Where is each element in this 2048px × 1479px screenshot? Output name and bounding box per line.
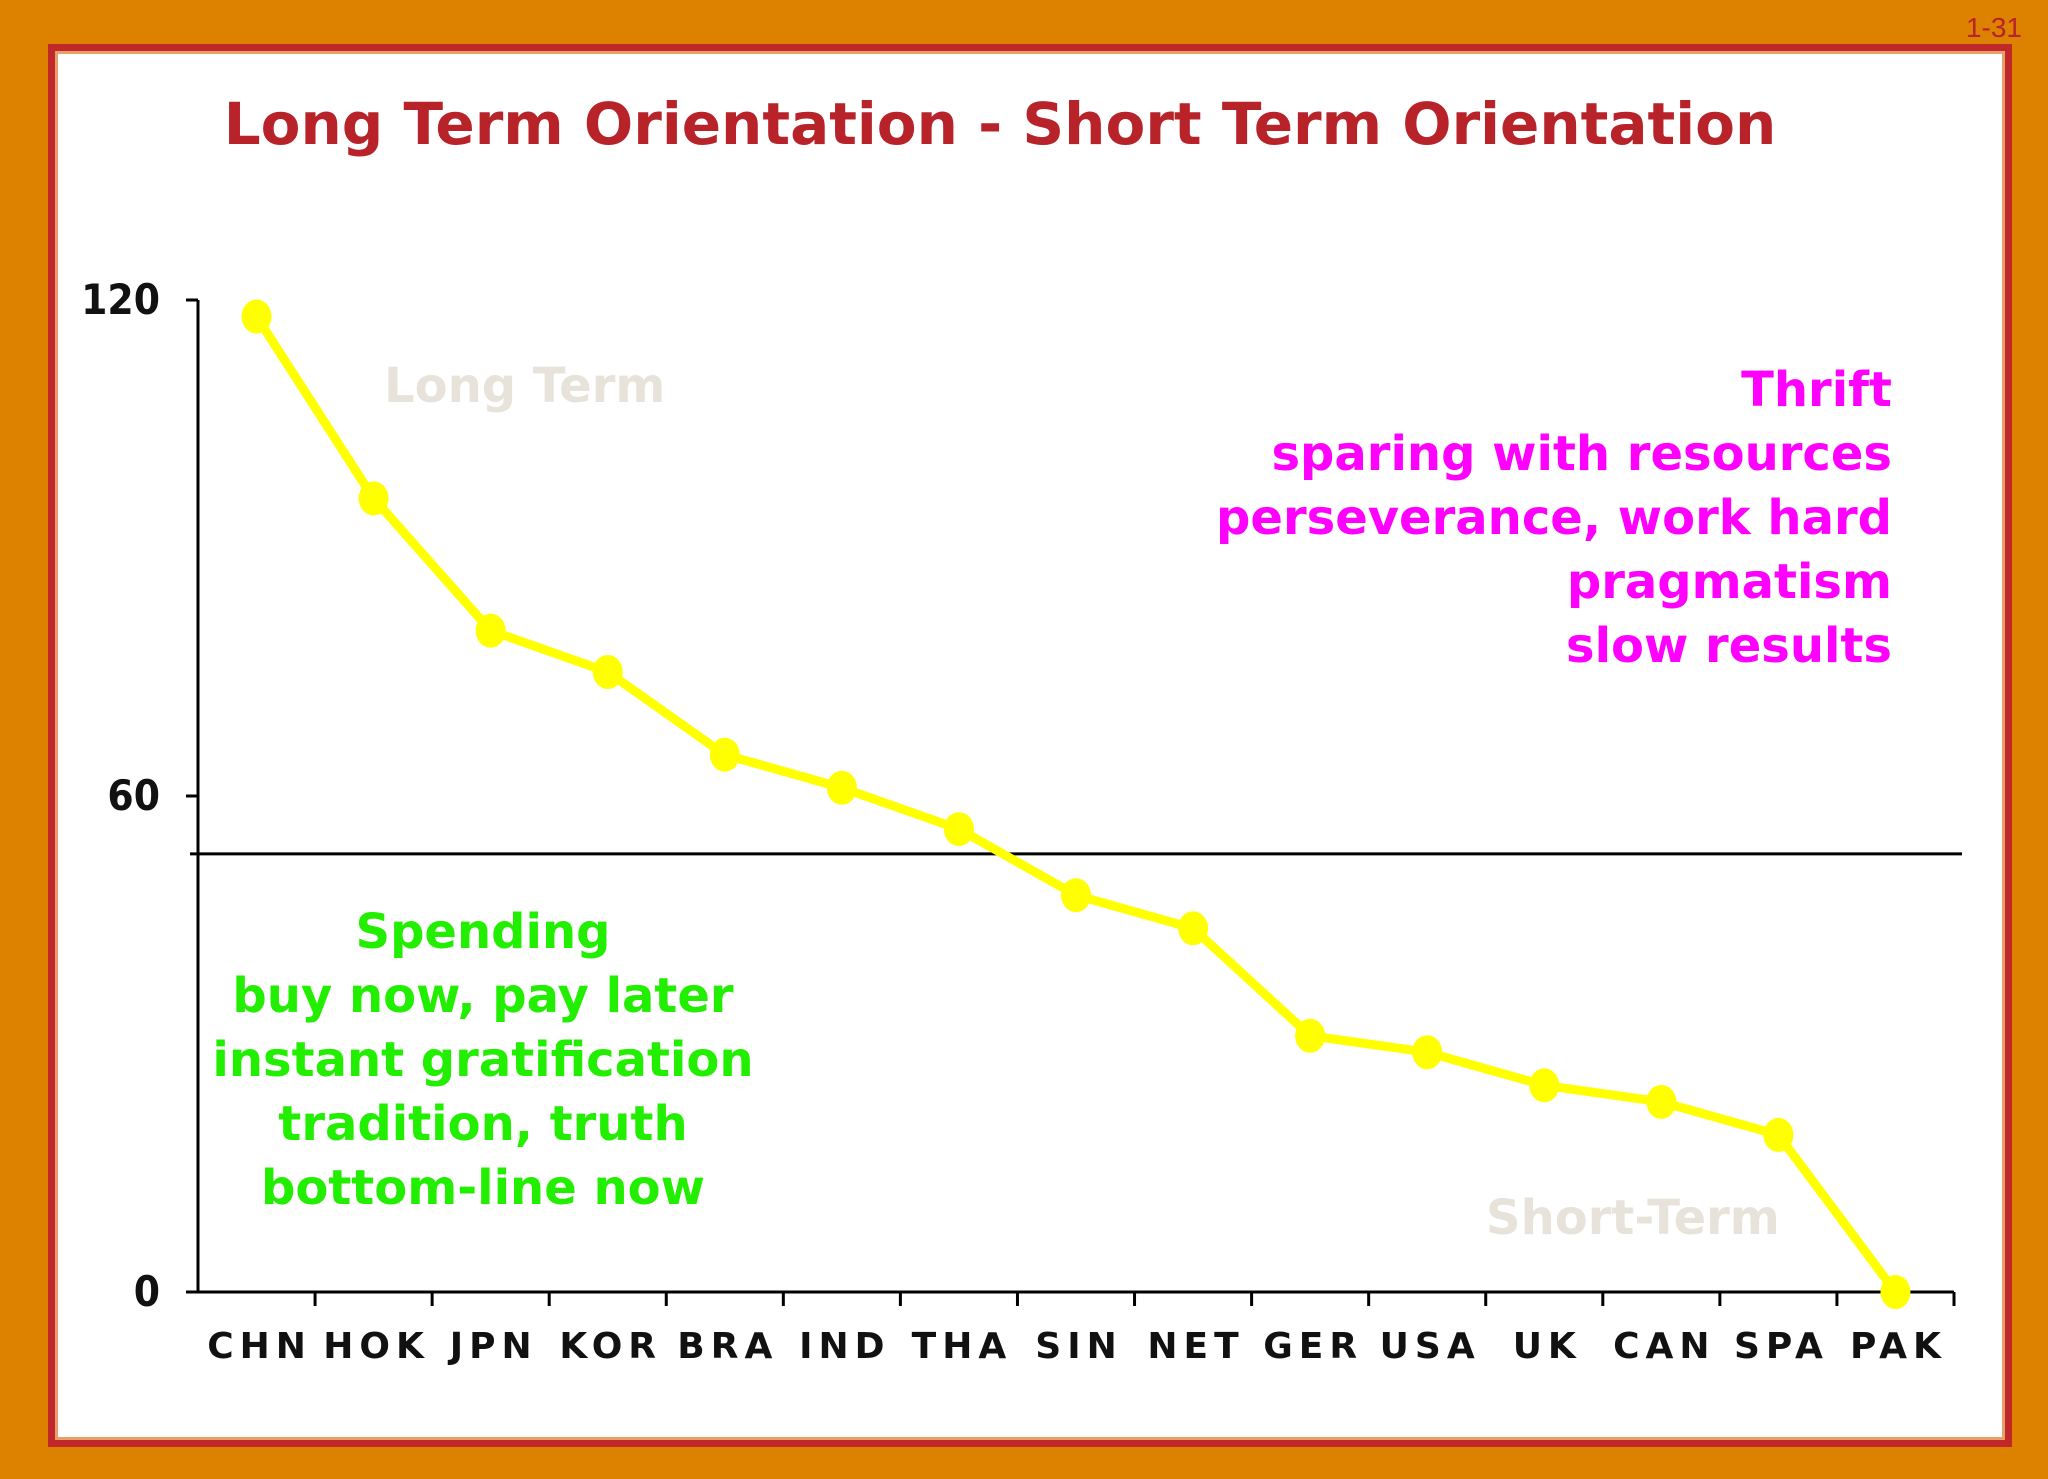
long-term-label: Long Term: [384, 358, 666, 414]
data-point: [1646, 1084, 1677, 1119]
x-tick-label: PAK: [1850, 1326, 1947, 1367]
data-point: [826, 770, 857, 805]
spending-line: buy now, pay later: [232, 968, 734, 1024]
data-point: [241, 299, 272, 334]
data-point: [709, 737, 740, 772]
chart-title: Long Term Orientation - Short Term Orien…: [223, 90, 1777, 158]
short-term-label: Short-Term: [1486, 1190, 1780, 1246]
thrift-line: Thrift: [1741, 362, 1892, 418]
data-point: [943, 812, 974, 847]
slide-number: 1-31: [1965, 12, 2022, 43]
spending-annotation: Spending buy now, pay later instant grat…: [148, 900, 818, 1220]
x-tick-label: GER: [1263, 1326, 1363, 1367]
spending-line: instant gratification: [212, 1032, 754, 1088]
x-tick-label: JPN: [447, 1326, 538, 1367]
x-tick-label: CAN: [1613, 1326, 1715, 1367]
data-point: [1061, 878, 1091, 913]
data-point: [1295, 1018, 1326, 1053]
x-tick-label: CHN: [207, 1326, 312, 1367]
data-point: [592, 655, 623, 689]
x-tick-label: UK: [1513, 1326, 1582, 1367]
data-point: [1880, 1275, 1911, 1309]
data-point: [1178, 911, 1209, 946]
x-tick-label: USA: [1380, 1326, 1481, 1367]
spending-line: tradition, truth: [278, 1096, 688, 1152]
data-point: [1763, 1117, 1794, 1152]
data-point: [475, 613, 506, 648]
data-point: [1529, 1068, 1560, 1103]
x-tick-label: BRA: [677, 1326, 778, 1367]
slide-panel: [48, 44, 2012, 1447]
x-tick-label: HOK: [323, 1326, 430, 1367]
series-line: [252, 314, 1900, 1295]
y-tick-label: 120: [81, 275, 160, 324]
thrift-line: sparing with resources: [1271, 426, 1892, 482]
x-tick-label: SPA: [1734, 1326, 1829, 1367]
thrift-line: pragmatism: [1566, 554, 1892, 610]
thrift-line: slow results: [1566, 618, 1892, 674]
x-tick-label: NET: [1147, 1326, 1244, 1367]
data-point: [1412, 1035, 1443, 1070]
thrift-line: perseverance, work hard: [1216, 490, 1892, 546]
spending-line: bottom-line now: [261, 1160, 705, 1216]
x-tick-label: IND: [799, 1326, 890, 1367]
spending-line: Spending: [355, 904, 611, 960]
y-tick-label: 60: [107, 771, 160, 820]
x-tick-label: SIN: [1035, 1326, 1122, 1367]
x-tick-label: THA: [912, 1326, 1013, 1367]
y-tick-label: 0: [134, 1267, 160, 1316]
thrift-annotation: Thrift sparing with resources perseveran…: [1216, 358, 1892, 678]
x-tick-label: KOR: [559, 1326, 662, 1367]
data-point: [358, 481, 389, 516]
